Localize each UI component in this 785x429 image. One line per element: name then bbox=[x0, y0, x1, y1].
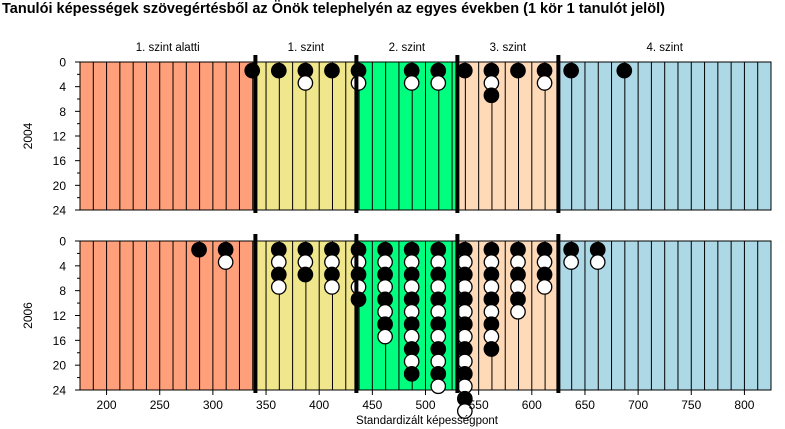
student-dot-2004-4-1 bbox=[350, 75, 367, 91]
chart-title: Tanulói képességek szövegértésből az Önö… bbox=[2, 1, 665, 17]
student-dot-2004-6-1 bbox=[430, 75, 447, 91]
level-label-3: 3. szint bbox=[490, 42, 527, 54]
x-tick-label: 400 bbox=[309, 398, 329, 412]
y-tick-label: 24 bbox=[53, 204, 67, 218]
student-dot-2006-3-2 bbox=[297, 266, 314, 283]
student-dot-2006-10-8 bbox=[483, 341, 500, 357]
student-dot-2006-12-3 bbox=[536, 279, 553, 295]
x-tick-label: 650 bbox=[575, 398, 595, 412]
student-dot-2006-4-3 bbox=[324, 279, 340, 295]
student-dot-2004-8-2 bbox=[483, 87, 500, 104]
y-tick-label: 24 bbox=[53, 384, 67, 398]
y-tick-label: 4 bbox=[59, 80, 66, 94]
x-tick-label: 200 bbox=[97, 398, 117, 412]
y-tick-label: 12 bbox=[53, 309, 67, 323]
panel-2004: 0 4 8 12 16 20 24 2004 bbox=[21, 55, 772, 218]
level-label-2: 2. szint bbox=[389, 42, 426, 54]
y-tick-label: 8 bbox=[59, 105, 66, 119]
y-tick-label: 8 bbox=[59, 284, 66, 298]
level-labels: 1. szint alatti 1. szint 2. szint 3. szint 4… bbox=[136, 42, 684, 54]
student-dot-2006-8-11 bbox=[430, 378, 447, 395]
x-axis-label: Standardizált képességpont bbox=[356, 415, 499, 427]
student-dot-2004-11-0 bbox=[563, 62, 579, 79]
x-tick-label: 250 bbox=[150, 398, 170, 412]
student-dot-2004-2-1 bbox=[297, 75, 314, 91]
x-tick-label: 550 bbox=[469, 398, 489, 412]
year-label-2004: 2004 bbox=[21, 122, 35, 149]
x-tick-label: 500 bbox=[415, 398, 435, 412]
y-tick-label: 20 bbox=[53, 359, 67, 373]
student-dot-2006-6-7 bbox=[377, 328, 393, 345]
student-dot-2006-7-10 bbox=[403, 366, 420, 382]
x-tick-label: 750 bbox=[681, 398, 701, 412]
y-tick-label: 20 bbox=[53, 179, 67, 193]
level-label-0: 1. szint alatti bbox=[136, 42, 200, 54]
level-label-1: 1. szint bbox=[288, 42, 325, 54]
panel-2006: 0 4 8 12 16 20 24 2006 bbox=[21, 234, 772, 419]
level-label-4: 4. szint bbox=[646, 42, 683, 54]
x-tick-label: 300 bbox=[203, 398, 223, 412]
student-dot-2004-9-0 bbox=[510, 62, 526, 79]
x-axis: 200 250 300 350 400 450 500 550 600 650 700 750 800 bbox=[97, 390, 755, 412]
student-dot-2006-1-1 bbox=[217, 254, 234, 270]
student-dot-2006-5-4 bbox=[350, 291, 367, 308]
y-tick-label: 0 bbox=[59, 56, 66, 70]
student-dot-2006-14-1 bbox=[589, 254, 606, 270]
y-tick-label: 16 bbox=[53, 334, 67, 348]
y-tick-label: 4 bbox=[59, 259, 66, 273]
x-tick-label: 600 bbox=[522, 398, 542, 412]
student-dot-2006-9-13 bbox=[456, 403, 473, 419]
x-tick-label: 350 bbox=[256, 398, 276, 412]
student-dot-2004-5-1 bbox=[403, 75, 420, 91]
student-dot-2006-13-1 bbox=[563, 254, 579, 270]
year-label-2006: 2006 bbox=[21, 302, 35, 329]
student-dot-2006-0-0 bbox=[191, 241, 207, 258]
x-tick-label: 700 bbox=[628, 398, 648, 412]
student-dot-2004-1-0 bbox=[270, 62, 287, 79]
x-tick-label: 800 bbox=[734, 398, 754, 412]
student-dot-2004-7-0 bbox=[456, 62, 473, 79]
x-tick-label: 450 bbox=[362, 398, 382, 412]
student-dot-2004-10-1 bbox=[536, 75, 553, 91]
student-dot-2004-3-0 bbox=[324, 62, 340, 79]
student-dot-2006-2-3 bbox=[270, 279, 287, 295]
y-tick-label: 0 bbox=[59, 235, 66, 249]
y-tick-label: 12 bbox=[53, 130, 67, 144]
student-dot-2004-12-0 bbox=[616, 62, 633, 79]
student-dot-2006-11-5 bbox=[510, 303, 526, 320]
y-tick-label: 16 bbox=[53, 154, 67, 168]
